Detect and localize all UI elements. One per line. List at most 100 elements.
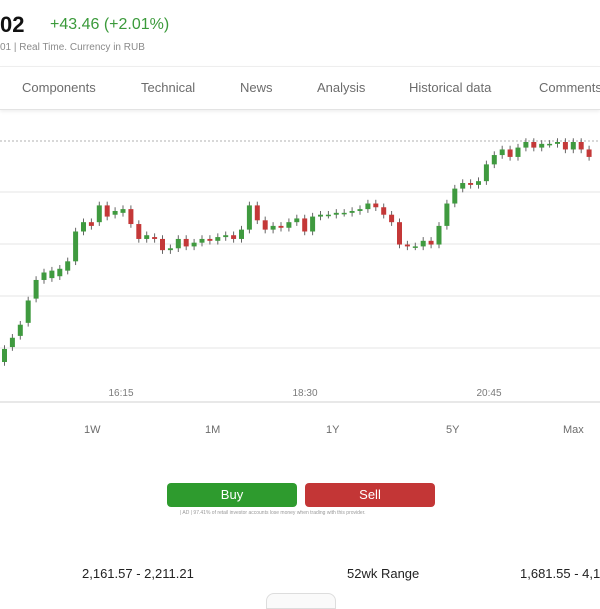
realtime-info: 01 | Real Time. Currency in RUB: [0, 42, 145, 53]
candle-up: [341, 212, 347, 215]
candle-down: [404, 244, 410, 247]
tab-bar: Components Technical News Analysis Histo…: [0, 66, 600, 110]
candle-up: [325, 214, 331, 217]
candle-up: [460, 183, 466, 189]
x-tick-label: 20:45: [476, 388, 501, 399]
candle-up: [9, 337, 15, 348]
candle-up: [318, 214, 323, 217]
candle-down: [507, 149, 513, 157]
candle-up: [570, 142, 576, 150]
candle-up: [333, 212, 339, 215]
candle-up: [499, 149, 505, 156]
candle-down: [389, 214, 395, 223]
candle-down: [152, 237, 158, 239]
candle-up: [476, 181, 481, 185]
candle-down: [183, 238, 189, 247]
candlestick-chart: 16:15 18:30 20:45: [0, 138, 600, 403]
x-tick-label: 16:15: [108, 388, 133, 399]
price-value: 02: [0, 12, 25, 37]
candle-up: [349, 210, 355, 213]
tab-analysis[interactable]: Analysis: [317, 80, 366, 95]
candle-up: [444, 203, 450, 226]
candle-up: [491, 155, 497, 165]
candle-down: [88, 222, 94, 226]
candle-up: [357, 209, 363, 211]
sell-button[interactable]: Sell: [305, 483, 435, 507]
candle-up: [539, 143, 545, 148]
candle-up: [412, 246, 418, 248]
candle-up: [547, 143, 553, 146]
candle-down: [562, 142, 568, 150]
wk52-range-value: 1,681.55 - 4,18: [520, 566, 600, 581]
candle-down: [302, 218, 308, 232]
x-tick-label: 18:30: [292, 388, 317, 399]
day-range-value: 2,161.57 - 2,211.21: [82, 566, 194, 581]
candle-up: [294, 218, 300, 223]
candle-up: [120, 209, 126, 213]
candle-down: [397, 222, 402, 245]
candle-up: [286, 222, 292, 228]
candle-up: [223, 235, 229, 238]
candle-up: [310, 216, 316, 232]
candle-up: [191, 242, 197, 247]
candle-down: [160, 238, 165, 251]
candle-down: [428, 240, 434, 245]
candle-up: [144, 235, 150, 239]
range-max[interactable]: Max: [563, 424, 584, 436]
candle-up: [175, 238, 181, 249]
candle-up: [420, 240, 426, 247]
candle-up: [2, 348, 7, 362]
range-1y[interactable]: 1Y: [326, 424, 340, 436]
candle-up: [523, 142, 529, 148]
candle-down: [468, 183, 474, 185]
range-1w[interactable]: 1W: [84, 424, 101, 436]
tab-comments[interactable]: Comments: [539, 80, 600, 95]
tab-components[interactable]: Components: [22, 80, 96, 95]
candle-up: [73, 231, 79, 262]
candle-down: [586, 149, 592, 157]
candle-up: [17, 324, 23, 336]
candle-up: [33, 279, 39, 299]
candle-up: [239, 229, 244, 239]
candle-up: [483, 164, 489, 182]
candle-down: [381, 207, 387, 215]
tab-technical[interactable]: Technical: [141, 80, 196, 95]
candle-down: [254, 205, 260, 221]
candle-down: [278, 225, 284, 228]
candle-down: [104, 205, 110, 217]
candle-up: [270, 225, 276, 230]
candle-up: [96, 205, 102, 223]
candle-up: [57, 268, 63, 277]
candle-up: [25, 300, 31, 323]
candle-up: [365, 203, 371, 210]
candle-down: [128, 209, 134, 225]
tab-news[interactable]: News: [240, 80, 273, 95]
candle-down: [136, 224, 142, 239]
candle-down: [207, 238, 213, 241]
candle-up: [41, 272, 47, 280]
candle-down: [531, 142, 537, 148]
candle-up: [555, 142, 560, 144]
wk52-range-label: 52wk Range: [347, 566, 420, 581]
price-chart[interactable]: 16:15 18:30 20:45: [0, 120, 600, 410]
candle-up: [515, 147, 521, 157]
candle-up: [167, 248, 173, 251]
candle-up: [246, 205, 252, 230]
candle-up: [215, 237, 221, 241]
candle-up: [81, 222, 86, 232]
candle-up: [112, 210, 118, 215]
candle-down: [578, 142, 584, 150]
candle-up: [199, 238, 205, 243]
candle-up: [436, 225, 442, 245]
candle-down: [262, 220, 268, 230]
buy-button[interactable]: Buy: [167, 483, 297, 507]
candle-up: [65, 261, 71, 271]
range-5y[interactable]: 5Y: [446, 424, 460, 436]
tab-historical-data[interactable]: Historical data: [409, 80, 492, 95]
range-1m[interactable]: 1M: [205, 424, 221, 436]
candle-down: [373, 203, 379, 208]
candle-up: [452, 188, 458, 204]
scroll-handle[interactable]: [266, 593, 336, 609]
candle-up: [49, 270, 55, 279]
range-selector: 1W 1M 1Y 5Y Max: [0, 424, 600, 444]
